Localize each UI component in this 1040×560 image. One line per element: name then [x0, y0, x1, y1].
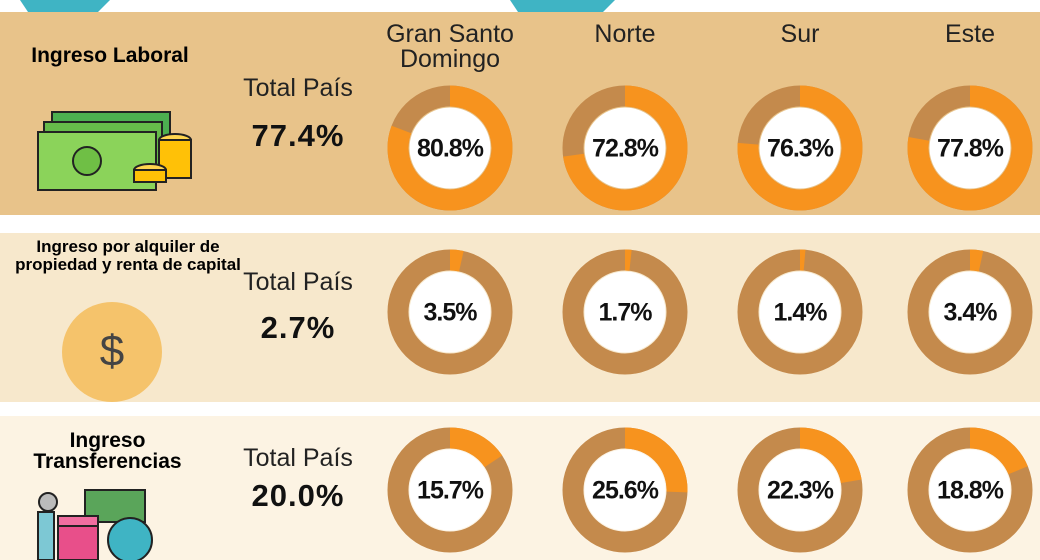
row-title: Ingreso Laboral — [31, 44, 189, 67]
decor-tab — [20, 0, 110, 15]
total-title: Total País — [243, 444, 353, 472]
coin-symbol: $ — [100, 327, 124, 376]
total-value: 77.4% — [251, 118, 345, 153]
total-title: Total País — [243, 74, 353, 102]
row-background — [0, 12, 1040, 215]
value-label: 25.6% — [592, 477, 659, 505]
region-label: Sur — [780, 20, 820, 48]
donut-hole — [929, 271, 1011, 353]
value-label: 15.7% — [417, 477, 484, 505]
value-label: 77.8% — [937, 135, 1004, 163]
value-label: 72.8% — [592, 135, 659, 163]
region-label: Norte — [594, 20, 656, 48]
value-label: 22.3% — [767, 477, 834, 505]
row-title: Ingreso Transferencias — [33, 429, 182, 473]
donut-value — [737, 85, 863, 211]
total-value: 2.7% — [260, 310, 336, 345]
decor-tab — [510, 0, 615, 15]
donut-value — [969, 249, 984, 272]
total-value: 20.0% — [251, 478, 345, 513]
value-label: 1.7% — [599, 299, 653, 327]
value-label: 3.5% — [424, 299, 478, 327]
row-title: Ingreso por alquiler de propiedad y rent… — [15, 237, 241, 274]
row-background — [0, 233, 1040, 402]
donut-value — [799, 427, 862, 484]
donut-value — [969, 427, 1028, 475]
donut-hole — [409, 271, 491, 353]
donut-value — [387, 85, 513, 211]
value-label: 3.4% — [944, 299, 998, 327]
donut-hole — [759, 271, 841, 353]
donut-hole — [929, 107, 1011, 189]
region-label: Este — [944, 20, 996, 48]
coin-icon — [62, 302, 162, 402]
donut-value — [907, 85, 1033, 211]
donut-value — [449, 249, 464, 272]
donut-hole — [409, 449, 491, 531]
total-title: Total País — [243, 268, 353, 296]
row-background — [0, 416, 1040, 560]
donut-value — [449, 427, 503, 468]
donut-hole — [584, 107, 666, 189]
value-label: 76.3% — [767, 135, 834, 163]
region-label: Gran Santo Domingo — [386, 20, 514, 73]
donut-value — [624, 427, 688, 493]
transfer-icon — [37, 489, 153, 560]
donut-hole — [584, 271, 666, 353]
donut-hole — [584, 449, 666, 531]
value-label: 1.4% — [774, 299, 828, 327]
value-label: 18.8% — [937, 477, 1004, 505]
value-label: 80.8% — [417, 135, 484, 163]
donut-hole — [759, 107, 841, 189]
donut-hole — [929, 449, 1011, 531]
money-icon — [37, 111, 192, 191]
donut-hole — [759, 449, 841, 531]
donut-hole — [409, 107, 491, 189]
donut-value — [563, 85, 688, 211]
